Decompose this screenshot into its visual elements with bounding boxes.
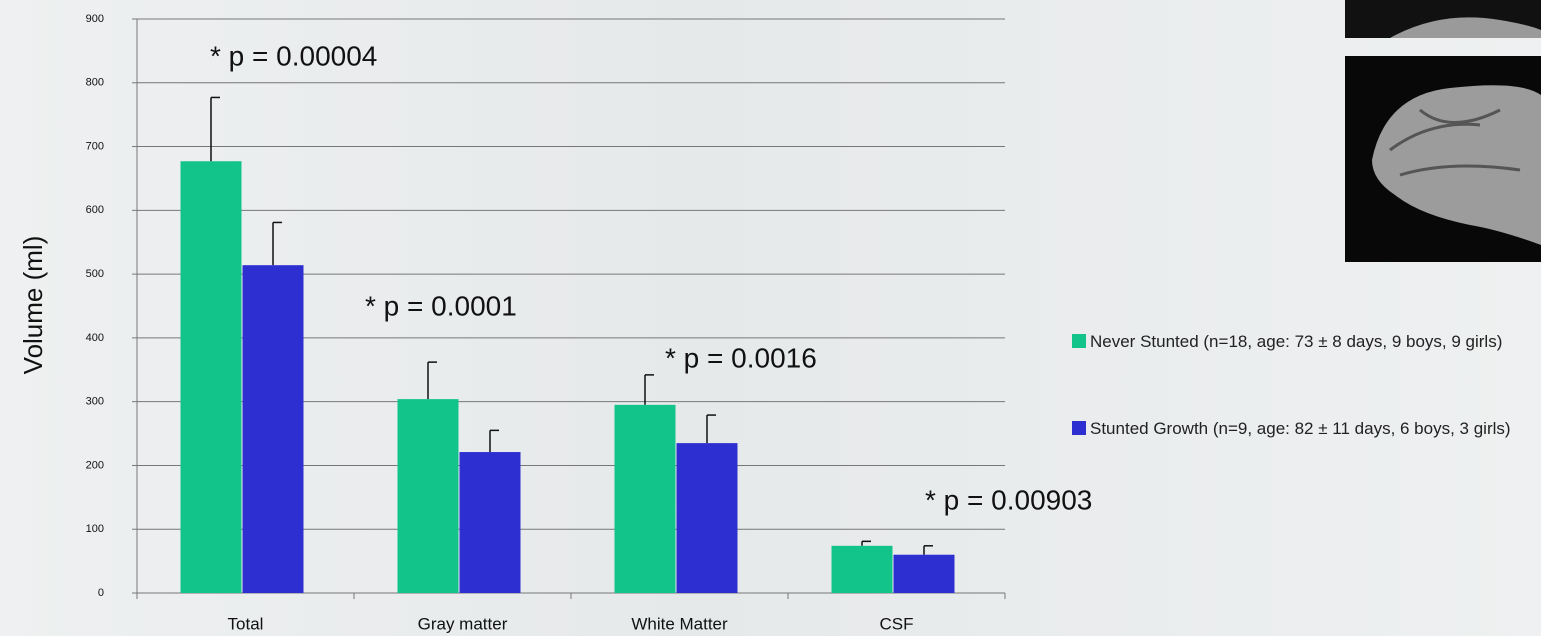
bar	[459, 452, 521, 593]
y-axis-label: Volume (ml)	[18, 236, 48, 375]
bar	[676, 443, 738, 593]
bar	[180, 161, 242, 594]
annotation: * p = 0.00004	[210, 40, 377, 71]
legend-label: Never Stunted (n=18, age: 73 ± 8 days, 9…	[1090, 332, 1503, 351]
bar	[242, 265, 304, 593]
y-tick-label: 600	[86, 204, 104, 216]
x-tick-label: CSF	[880, 614, 914, 633]
y-tick-label: 500	[86, 268, 104, 280]
brain-images	[1345, 0, 1541, 262]
y-tick-label: 400	[86, 332, 104, 344]
y-tick-label: 200	[86, 459, 104, 471]
x-tick-label: Gray matter	[418, 614, 508, 633]
x-tick-label: Total	[228, 614, 264, 633]
legend-label: Stunted Growth (n=9, age: 82 ± 11 days, …	[1090, 419, 1511, 438]
y-tick-label: 800	[86, 77, 104, 89]
y-tick-label: 100	[86, 523, 104, 535]
annotation: * p = 0.0016	[665, 342, 817, 373]
y-tick-label: 700	[86, 140, 104, 152]
annotation: * p = 0.00903	[925, 484, 1092, 515]
legend-swatch	[1072, 334, 1086, 348]
annotation: * p = 0.0001	[365, 290, 517, 321]
y-tick-label: 900	[86, 13, 104, 25]
y-tick-label: 300	[86, 396, 104, 408]
bar	[893, 554, 955, 593]
legend-swatch	[1072, 421, 1086, 435]
bar	[614, 404, 676, 593]
bar	[831, 545, 893, 593]
legend-entry: Never Stunted (n=18, age: 73 ± 8 days, 9…	[1072, 331, 1532, 352]
x-tick-label: White Matter	[631, 614, 728, 633]
bar	[397, 399, 459, 593]
y-tick-label: 0	[98, 587, 104, 599]
legend-entry: Stunted Growth (n=9, age: 82 ± 11 days, …	[1072, 418, 1532, 439]
